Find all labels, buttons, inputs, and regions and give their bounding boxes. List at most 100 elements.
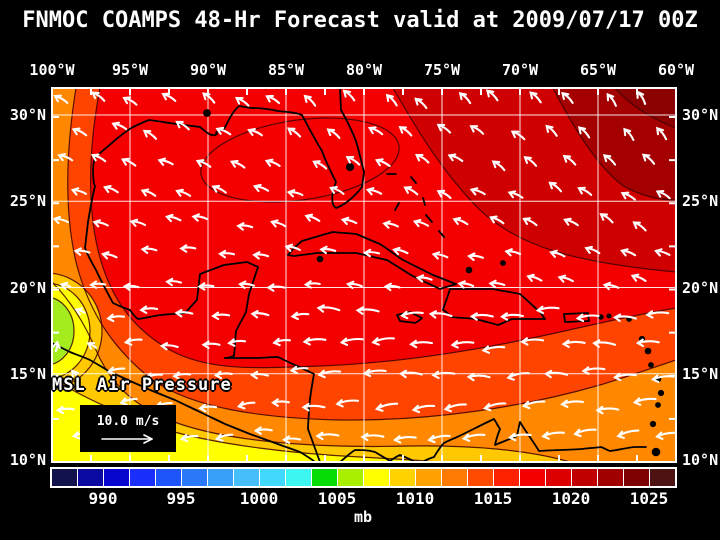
wind-arrow bbox=[191, 213, 209, 222]
wind-arrow bbox=[466, 372, 491, 382]
wind-arrow bbox=[458, 91, 472, 105]
wind-arrow bbox=[303, 94, 317, 107]
wind-speed-label: 10.0 m/s bbox=[96, 414, 160, 429]
wind-arrow bbox=[360, 432, 385, 442]
page-title: FNMOC COAMPS 48-Hr Forecast valid at 200… bbox=[22, 8, 698, 33]
wind-arrow bbox=[526, 273, 543, 282]
colorbar-segment bbox=[234, 469, 259, 486]
wind-arrow bbox=[560, 399, 585, 408]
wind-arrow bbox=[656, 126, 668, 141]
wind-arrow bbox=[339, 337, 364, 346]
wind-arrow bbox=[467, 252, 484, 261]
wind-arrow bbox=[282, 435, 302, 444]
wind-arrow bbox=[211, 184, 227, 194]
colorbar-tick-label: 1020 bbox=[551, 489, 591, 508]
colorbar-segment bbox=[572, 469, 597, 486]
wind-arrow bbox=[326, 128, 341, 139]
wind-arrow bbox=[541, 431, 565, 440]
colorbar-tick-label: 1010 bbox=[395, 489, 435, 508]
wind-arrow bbox=[172, 371, 192, 380]
wind-arrow bbox=[365, 187, 383, 196]
wind-arrow bbox=[106, 366, 126, 375]
colorbar-segment bbox=[390, 469, 415, 486]
lat-label-right: 15°N bbox=[682, 364, 719, 383]
map-edge-ticks bbox=[51, 88, 677, 463]
wind-arrow bbox=[392, 246, 409, 256]
wind-arrow bbox=[431, 251, 449, 260]
lon-label: 65°W bbox=[579, 61, 617, 79]
wind-arrow bbox=[111, 121, 128, 131]
wind-arrow bbox=[469, 187, 486, 196]
wind-arrow bbox=[400, 310, 424, 320]
lat-label-right: 25°N bbox=[682, 192, 719, 211]
colorbar-segment bbox=[182, 469, 207, 486]
wind-arrow bbox=[119, 397, 138, 406]
wind-arrow bbox=[592, 339, 617, 348]
wind-arrow bbox=[342, 89, 356, 102]
wind-arrow bbox=[363, 248, 381, 258]
wind-arrow bbox=[507, 432, 532, 442]
wind-arrow bbox=[90, 153, 107, 163]
wind-arrow bbox=[488, 279, 506, 289]
wind-arrow bbox=[120, 157, 137, 167]
colorbar-tick-label: 1000 bbox=[239, 489, 279, 508]
wind-arrow bbox=[374, 402, 399, 412]
colorbar-unit-label: mb bbox=[353, 508, 373, 526]
wind-arrow bbox=[312, 160, 328, 170]
wind-arrow bbox=[140, 245, 158, 254]
wind-arrow bbox=[249, 370, 269, 380]
wind-arrow bbox=[457, 280, 475, 289]
wind-arrow bbox=[236, 401, 256, 410]
wind-arrow bbox=[215, 126, 232, 136]
lon-label: 60°W bbox=[657, 61, 695, 79]
colorbar-tick-label: 990 bbox=[88, 489, 118, 508]
wind-arrow bbox=[403, 186, 419, 196]
colorbar-segment bbox=[416, 469, 441, 486]
wind-arrow bbox=[57, 153, 74, 162]
wind-arrow bbox=[253, 426, 273, 435]
wind-arrow bbox=[522, 217, 538, 227]
wind-arrow bbox=[491, 160, 506, 172]
wind-arrow bbox=[157, 157, 174, 166]
field-label: MSL Air Pressure bbox=[52, 375, 232, 395]
wind-arrow bbox=[577, 126, 591, 139]
wind-arrow bbox=[529, 91, 542, 104]
wind-arrow bbox=[302, 337, 327, 346]
wind-arrow bbox=[645, 310, 670, 319]
map-border bbox=[51, 87, 677, 463]
lon-label: 75°W bbox=[423, 61, 461, 79]
wind-arrow bbox=[270, 398, 290, 407]
lat-label-right: 20°N bbox=[682, 278, 719, 297]
wind-arrow bbox=[548, 181, 563, 193]
wind-arrow bbox=[545, 124, 558, 137]
wind-arrow bbox=[214, 433, 234, 442]
wind-arrow bbox=[573, 428, 597, 438]
colorbar-segment bbox=[468, 469, 493, 486]
wind-arrow bbox=[101, 251, 118, 260]
wind-arrow bbox=[179, 433, 199, 443]
coastlines bbox=[52, 88, 665, 462]
wind-arrow bbox=[641, 153, 656, 165]
wind-arrow bbox=[374, 158, 391, 167]
wind-arrow bbox=[428, 310, 453, 319]
wind-arrow bbox=[599, 213, 614, 224]
wind-arrow bbox=[201, 340, 221, 350]
colorbar-segment bbox=[442, 469, 467, 486]
lat-label-left: 25°N bbox=[9, 192, 46, 211]
wind-arrow bbox=[561, 91, 574, 104]
wind-arrow bbox=[411, 404, 436, 414]
wind-arrow bbox=[563, 217, 579, 227]
wind-arrow bbox=[315, 431, 340, 441]
wind-arrow bbox=[73, 247, 91, 256]
lat-label-right: 10°N bbox=[682, 451, 719, 469]
wind-arrow bbox=[595, 405, 620, 415]
colorbar-segment bbox=[260, 469, 285, 486]
wind-arrow bbox=[620, 191, 636, 201]
wind-arrow bbox=[229, 159, 246, 169]
wind-arrow bbox=[234, 97, 250, 107]
lat-label-left: 15°N bbox=[9, 364, 46, 383]
wind-arrow bbox=[290, 311, 310, 321]
wind-arrow bbox=[427, 434, 451, 444]
